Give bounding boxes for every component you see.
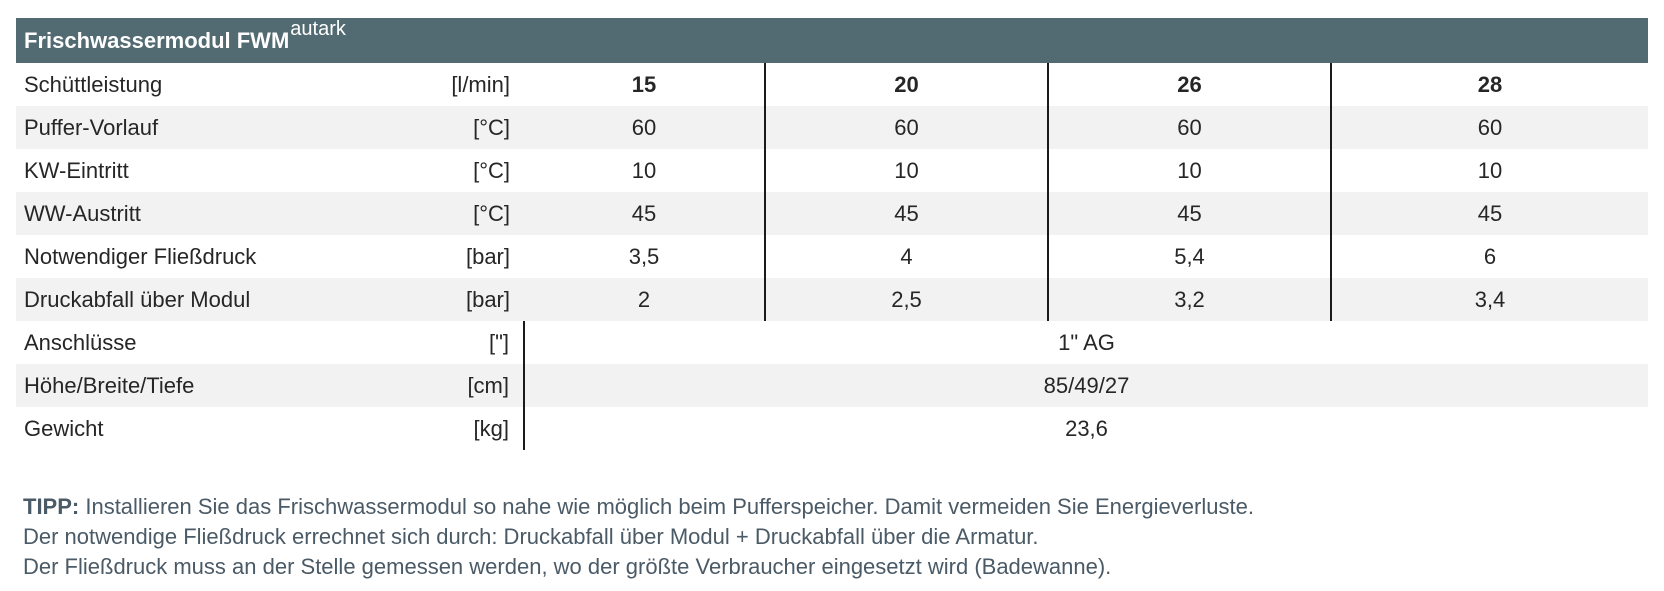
table-row: Puffer-Vorlauf [°C] 60 60 60 60 (16, 106, 1648, 149)
table-row: Druckabfall über Modul [bar] 2 2,5 3,2 3,… (16, 278, 1648, 321)
spec-table: Schüttleistung [l/min] 15 20 26 28 Puffer… (16, 63, 1648, 450)
table-title: Frischwassermodul FWM (24, 27, 290, 53)
table-title-bar: Frischwassermodul FWM autark (16, 18, 1648, 63)
table-row-merged: Höhe/Breite/Tiefe [cm] 85/49/27 (16, 364, 1648, 407)
param-label: Druckabfall über Modul [bar] (16, 278, 524, 321)
value-cell: 10 (1048, 149, 1332, 192)
param-label: Gewicht [kg] (16, 407, 525, 450)
table-row: WW-Austritt [°C] 45 45 45 45 (16, 192, 1648, 235)
value-cell: 3,5 (524, 235, 766, 278)
param-label: Notwendiger Fließdruck [bar] (24, 243, 510, 269)
param-label: Höhe/Breite/Tiefe [cm] (16, 364, 525, 407)
notes-block: TIPP: Installieren Sie das Frischwasserm… (23, 492, 1254, 582)
value-cell: 10 (524, 149, 766, 192)
note-line: Der notwendige Fließdruck errechnet sich… (23, 524, 1039, 549)
value-cell: 60 (1048, 106, 1332, 149)
tip-line: TIPP: Installieren Sie das Frischwasserm… (23, 492, 1254, 522)
value-cell: 60 (1331, 106, 1648, 149)
value-cell: 5,4 (1048, 235, 1332, 278)
value-cell: 10 (765, 149, 1049, 192)
value-cell: 60 (765, 106, 1049, 149)
param-label: WW-Austritt [°C] (16, 192, 524, 235)
value-cell: 45 (1048, 192, 1332, 235)
merged-value-cell: 1" AG (1058, 329, 1115, 355)
value-cell: 60 (524, 106, 766, 149)
spec-sheet: Frischwassermodul FWM autark Schüttleistu… (16, 18, 1648, 450)
table-row: KW-Eintritt [°C] 10 10 10 10 (16, 149, 1648, 192)
value-cell: 26 (1048, 63, 1332, 106)
table-row-merged: Anschlüsse ["] 1" AG (16, 321, 1648, 364)
value-cell: 6 (1483, 243, 1497, 269)
value-cell: 3,2 (1048, 278, 1332, 321)
tip-text: Installieren Sie das Frischwassermodul s… (79, 494, 1254, 519)
param-label: KW-Eintritt [°C] (24, 157, 510, 183)
value-cell: 2 (524, 278, 766, 321)
value-cell: 28 (1477, 71, 1503, 97)
value-cell: 2,5 (765, 278, 1049, 321)
tip-label: TIPP: (23, 494, 80, 519)
merged-value-cell: 85/49/27 (524, 364, 1648, 407)
value-cell: 10 (1477, 157, 1503, 183)
merged-value-cell: 23,6 (1065, 415, 1108, 441)
value-cell: 45 (524, 192, 766, 235)
value-cell: 45 (1331, 192, 1648, 235)
value-cell: 4 (765, 235, 1049, 278)
note-line: Der Fließdruck muss an der Stelle gemess… (23, 554, 1112, 579)
param-label: Schüttleistung [l/min] (24, 71, 510, 97)
param-label: Puffer-Vorlauf [°C] (16, 106, 524, 149)
value-cell: 15 (524, 63, 766, 106)
table-row: Notwendiger Fließdruck [bar] 3,5 4 5,4 6 (16, 235, 1648, 278)
param-label: Anschlüsse ["] (16, 321, 525, 364)
table-row-merged: Gewicht [kg] 23,6 (16, 407, 1648, 450)
value-cell: 3,4 (1331, 278, 1648, 321)
table-title-superscript: autark (290, 18, 346, 40)
value-cell: 45 (765, 192, 1049, 235)
value-cell: 20 (765, 63, 1049, 106)
table-row: Schüttleistung [l/min] 15 20 26 28 (16, 63, 1648, 106)
